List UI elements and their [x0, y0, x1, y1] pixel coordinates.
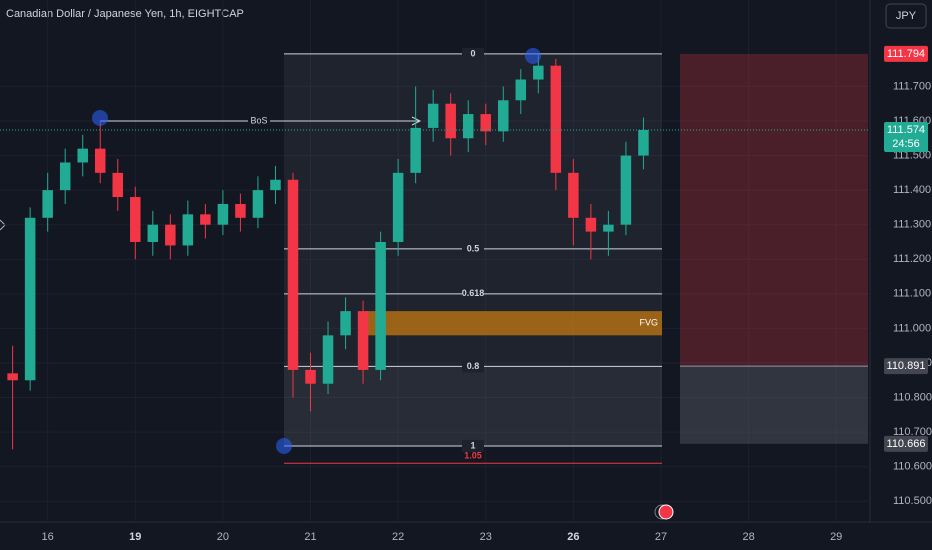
- y-tick-label: 110.800: [893, 391, 932, 403]
- fvg-label: FVG: [639, 318, 658, 328]
- swing-marker: [276, 437, 292, 454]
- candle-body: [24, 217, 36, 381]
- fib-label: 0: [470, 48, 475, 58]
- candle-body: [445, 103, 456, 139]
- candle-body: [252, 190, 264, 218]
- x-tick-label: 20: [217, 531, 229, 543]
- y-tick-label: 111.400: [893, 184, 931, 196]
- candle-body: [392, 172, 404, 242]
- candle-body: [130, 197, 141, 242]
- candle-body: [480, 114, 491, 132]
- candle-body: [112, 172, 124, 198]
- candle-body: [7, 373, 18, 381]
- x-tick-label: 29: [830, 531, 842, 543]
- bos-label-bg: [248, 114, 270, 127]
- candle-body: [235, 203, 246, 218]
- candle-body: [462, 114, 474, 139]
- x-tick-label: 16: [42, 531, 54, 543]
- candle-body: [59, 162, 71, 191]
- y-tick-label: 111.100: [893, 288, 931, 300]
- x-tick-label: 22: [392, 531, 404, 543]
- candle-body: [165, 224, 176, 246]
- candle-body: [568, 172, 579, 218]
- y-tick-label: 110.500: [893, 495, 932, 507]
- price-tag: [884, 45, 928, 62]
- candle-body: [94, 148, 106, 173]
- fib-label-bg: [462, 287, 484, 300]
- candle-body: [357, 311, 369, 370]
- fib-label-bg: [462, 439, 484, 452]
- x-tick-label: 23: [480, 531, 492, 543]
- currency-button[interactable]: [885, 3, 927, 29]
- fib-label: 1: [470, 440, 475, 450]
- candle-body: [620, 155, 632, 225]
- y-tick-label: 111.200: [893, 253, 931, 265]
- fib-label: 1.05: [464, 451, 482, 461]
- candle-body: [638, 129, 649, 156]
- fib-label-bg: [462, 360, 484, 373]
- candle-body: [515, 79, 527, 101]
- price-tag: [884, 435, 928, 452]
- candle-body: [305, 369, 316, 384]
- x-tick-label: 27: [655, 531, 667, 543]
- price-tag-label: 111.794: [887, 48, 925, 60]
- y-tick-label: 111.700: [893, 80, 931, 92]
- candle-body: [217, 203, 229, 225]
- swing-marker: [525, 47, 541, 64]
- fvg-zone: [366, 311, 662, 336]
- candle-body: [585, 217, 597, 232]
- fib-label-bg: [462, 47, 484, 60]
- candle-body: [200, 214, 211, 225]
- fib-label: 0.618: [462, 288, 485, 298]
- candle-body: [182, 214, 194, 246]
- price-tag-label: 111.574: [887, 124, 925, 136]
- currency-label[interactable]: JPY: [896, 10, 917, 22]
- candle-body: [533, 65, 544, 80]
- y-tick-label: 111.300: [893, 219, 931, 231]
- candle-body: [550, 65, 562, 173]
- candle-body: [340, 311, 351, 336]
- candle-body: [270, 179, 281, 191]
- countdown: 24:56: [892, 138, 920, 150]
- candle-body: [77, 148, 88, 163]
- y-tick-label: 110.600: [893, 461, 932, 473]
- bos-arrow: [411, 116, 422, 126]
- price-tag: [884, 121, 928, 152]
- chart-title: Canadian Dollar / Japanese Yen, 1h, EIGH…: [6, 8, 244, 20]
- candle-body: [498, 100, 509, 132]
- target-zone: [680, 366, 868, 444]
- fib-label-bg: [462, 242, 484, 255]
- x-tick-label: 26: [567, 531, 579, 543]
- fib-label: 0.5: [467, 243, 480, 253]
- candle-body: [603, 224, 614, 232]
- x-tick-label: 21: [304, 531, 316, 543]
- candle-body: [427, 103, 439, 128]
- candle-body: [147, 224, 159, 242]
- price-tag-label: 110.891: [887, 360, 926, 372]
- candle-body: [410, 127, 421, 173]
- y-tick-label: 111.000: [893, 322, 931, 334]
- candle-body: [42, 190, 53, 218]
- fib-zone-lower: [284, 366, 662, 446]
- candle-body: [322, 335, 334, 384]
- swing-marker: [92, 109, 108, 126]
- y-tick-label: 110.700: [893, 426, 932, 438]
- alert-icon[interactable]: [658, 504, 674, 520]
- x-tick-label: 28: [742, 531, 754, 543]
- y-tick-label: 111.500: [893, 149, 931, 161]
- price-tag-label: 110.666: [887, 438, 926, 450]
- price-tag: [884, 358, 928, 375]
- bos-label: BoS: [250, 115, 267, 125]
- fib-label: 0.8: [467, 361, 480, 371]
- stop-zone: [680, 53, 868, 367]
- candle-body: [287, 179, 299, 370]
- candle-body: [375, 241, 386, 370]
- x-tick-label: 19: [129, 531, 141, 543]
